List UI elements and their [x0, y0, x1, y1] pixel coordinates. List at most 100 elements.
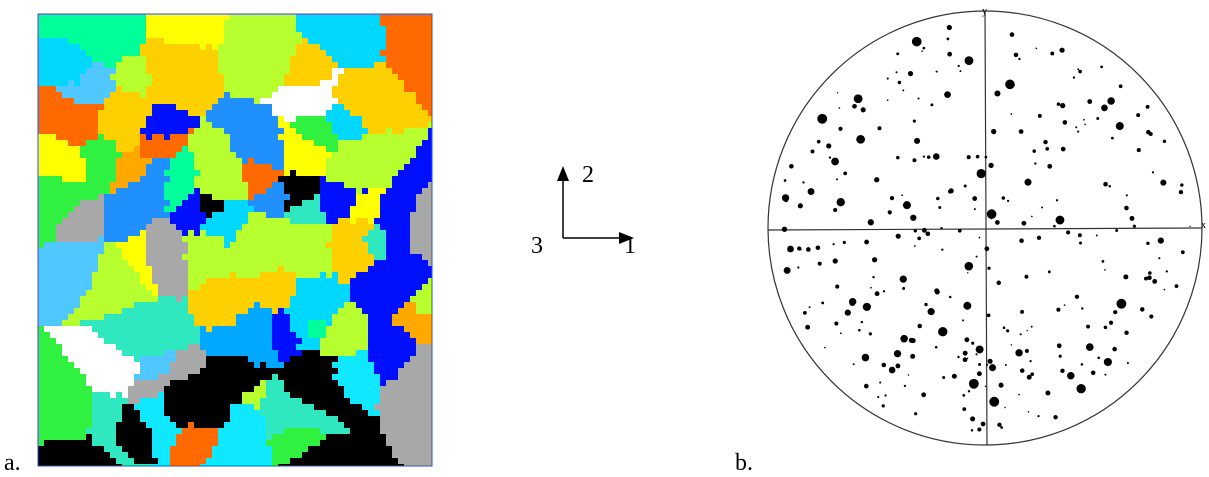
pole-dot: [962, 357, 968, 363]
grain: [218, 98, 255, 105]
grain: [38, 296, 81, 303]
grain: [248, 158, 255, 165]
grain: [338, 380, 381, 387]
grain: [146, 230, 183, 237]
grain: [368, 410, 381, 417]
grain: [98, 122, 147, 129]
grain: [380, 194, 417, 201]
grain: [152, 278, 189, 285]
grain: [320, 206, 351, 213]
grain: [68, 314, 105, 321]
pole-dot: [1013, 52, 1019, 58]
grain: [218, 434, 267, 441]
grain: [170, 446, 213, 453]
pole-dot: [1024, 348, 1029, 354]
grain: [362, 188, 369, 195]
pole-dot: [908, 337, 915, 343]
pole-dot: [1018, 57, 1021, 61]
pole-dot: [925, 231, 931, 237]
grain: [146, 38, 165, 45]
grain: [104, 98, 219, 105]
grain: [200, 338, 273, 345]
pole-dot: [957, 228, 962, 233]
grain: [224, 422, 267, 429]
grain: [380, 380, 387, 387]
pole-dot: [914, 137, 921, 144]
grain: [38, 62, 93, 69]
grain: [176, 422, 189, 429]
grain: [164, 404, 231, 411]
grain: [38, 104, 105, 111]
grain: [56, 224, 105, 231]
pole-dot: [1152, 278, 1158, 284]
pole-dot: [902, 89, 905, 92]
grain: [140, 272, 153, 279]
pole-dot: [957, 64, 960, 68]
grain: [242, 164, 273, 171]
pole-dot: [787, 245, 794, 253]
grain: [290, 218, 327, 225]
pole-dot: [946, 37, 950, 41]
grain: [188, 266, 279, 273]
grain: [290, 320, 309, 327]
grain: [332, 74, 339, 81]
grain: [332, 272, 339, 279]
grain: [242, 392, 267, 399]
grain: [416, 200, 433, 207]
grain: [260, 398, 303, 405]
pole-dot: [1148, 271, 1152, 275]
grain: [404, 362, 433, 369]
grain: [38, 92, 63, 99]
grain: [122, 350, 165, 357]
panel-b-label: b.: [735, 450, 753, 476]
grain: [284, 74, 333, 81]
grain: [392, 446, 433, 453]
grain: [362, 404, 375, 411]
pole-dot: [879, 381, 882, 384]
grain: [296, 284, 351, 291]
grain: [170, 200, 183, 207]
grain: [332, 86, 405, 93]
grain: [302, 200, 321, 207]
pole-dot: [889, 195, 895, 201]
grain: [176, 296, 183, 303]
grain: [380, 50, 433, 57]
grain: [278, 350, 303, 357]
grain: [338, 140, 423, 147]
grain: [38, 428, 87, 435]
grain: [188, 248, 333, 255]
grain: [74, 80, 81, 87]
grain: [92, 62, 105, 69]
grain: [80, 320, 195, 327]
pole-dot: [1108, 184, 1112, 188]
grain: [62, 218, 105, 225]
grain: [38, 452, 111, 459]
grain: [200, 200, 225, 207]
pole-dot: [881, 362, 887, 368]
grain: [284, 164, 327, 171]
grain: [290, 296, 351, 303]
grain: [212, 44, 219, 51]
grain: [116, 86, 123, 93]
grain: [218, 440, 267, 447]
pole-dot: [824, 346, 826, 349]
grain: [368, 188, 387, 195]
pole-dot: [1151, 171, 1155, 174]
pole-dot: [1125, 194, 1128, 197]
grain: [344, 104, 423, 111]
grain: [38, 338, 57, 345]
pole-dot: [783, 266, 791, 274]
grain: [332, 314, 369, 321]
grain: [218, 50, 297, 57]
grain: [242, 398, 261, 405]
grain: [428, 260, 433, 267]
pole-dot: [817, 261, 822, 266]
grain: [284, 386, 345, 393]
pole-dot: [1112, 346, 1117, 352]
grain: [230, 140, 285, 147]
grain: [386, 56, 433, 63]
grain: [38, 350, 63, 357]
grain: [98, 254, 123, 261]
grain: [68, 140, 87, 147]
grain: [374, 224, 381, 231]
